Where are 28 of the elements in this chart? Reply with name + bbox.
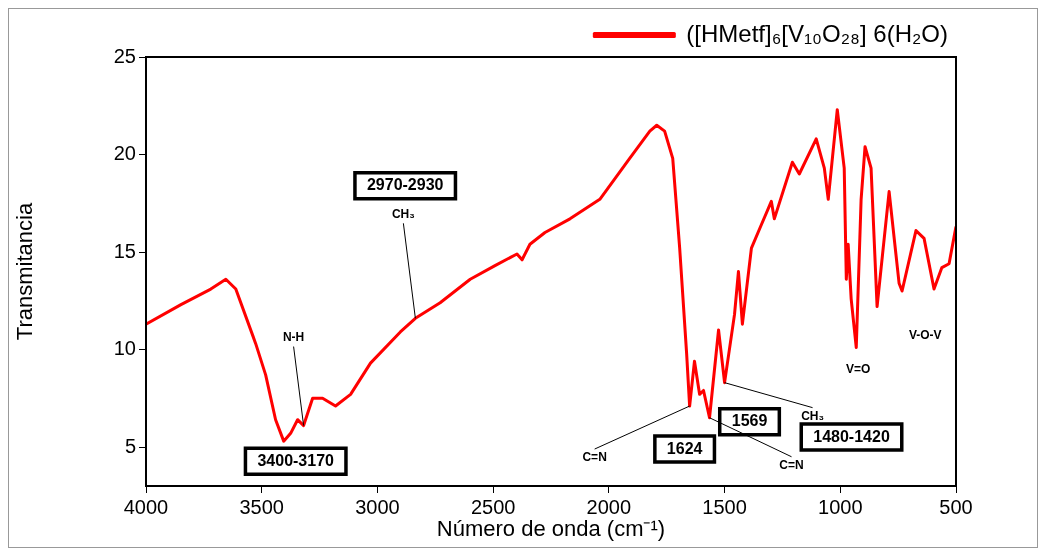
x-tick-label: 1500 (702, 495, 747, 518)
annotation: C=N (582, 450, 607, 465)
x-axis-title: Número de onda (cm⁻¹) (436, 515, 666, 541)
x-tick-label: 500 (939, 495, 973, 518)
y-tick-label: 15 (113, 239, 136, 262)
annotation: 1624 (666, 439, 703, 457)
y-tick-label: 20 (113, 142, 136, 165)
annotation: 3400-3170 (257, 451, 335, 469)
annotation: C=N (779, 458, 804, 473)
annotation: 1569 (731, 412, 768, 430)
x-tick-label: 3500 (239, 495, 284, 518)
y-axis-title: Transmitancia (12, 202, 38, 341)
y-tick-label: 25 (113, 44, 136, 67)
annotation: V-O-V (908, 328, 942, 343)
x-tick-label: 4000 (123, 495, 169, 518)
annotation: 2970-2930 (366, 176, 444, 194)
annotation: CH₃ (801, 408, 825, 423)
legend-label: ([HMetf]₆[V₁₀O₂₈] 6(H₂O) (686, 19, 948, 47)
x-tick-label: 2000 (586, 495, 632, 518)
x-tick-label: 3000 (355, 495, 400, 518)
y-tick-label: 10 (113, 337, 136, 360)
x-tick-label: 2500 (470, 495, 516, 518)
x-tick-label: 1000 (818, 495, 863, 518)
y-tick-label: 5 (124, 434, 136, 457)
annotation: V=O (846, 361, 871, 376)
annotation: N-H (282, 329, 305, 344)
annotation: CH₃ (391, 206, 415, 221)
annotation: 1480-1420 (813, 427, 890, 445)
